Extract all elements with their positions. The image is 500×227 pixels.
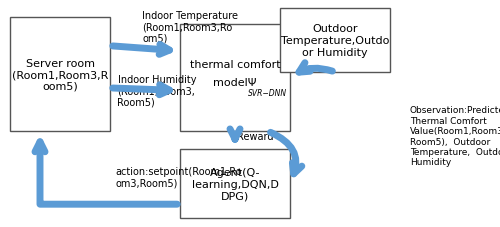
Text: Server room
(Room1,Room3,R
oom5): Server room (Room1,Room3,R oom5) — [12, 58, 108, 91]
Bar — [180, 25, 290, 132]
Bar — [180, 150, 290, 218]
Text: Indoor Temperature
(Room1,Room3,Ro
om5): Indoor Temperature (Room1,Room3,Ro om5) — [142, 11, 238, 44]
Text: SVR−DNN: SVR−DNN — [248, 89, 286, 97]
Text: Observation:Predicted
Thermal Comfort
Value(Room1,Room3,
Room5),  Outdoor
Temper: Observation:Predicted Thermal Comfort Va… — [410, 106, 500, 167]
Text: Outdoor
Temperature,Outdo
or Humidity: Outdoor Temperature,Outdo or Humidity — [281, 24, 389, 57]
Text: modelΨ: modelΨ — [213, 78, 257, 88]
Bar — [280, 9, 390, 73]
Text: action:setpoint(Room1,Ro
om3,Room5): action:setpoint(Room1,Ro om3,Room5) — [115, 166, 242, 188]
Bar — [10, 18, 110, 132]
Text: thermal comfort: thermal comfort — [190, 60, 280, 70]
Text: Indoor Humidity
(Room1,Room3,
Room5): Indoor Humidity (Room1,Room3, Room5) — [118, 74, 196, 107]
Text: Reward: Reward — [237, 131, 273, 141]
Text: Agent(Q-
learning,DQN,D
DPG): Agent(Q- learning,DQN,D DPG) — [192, 167, 278, 200]
